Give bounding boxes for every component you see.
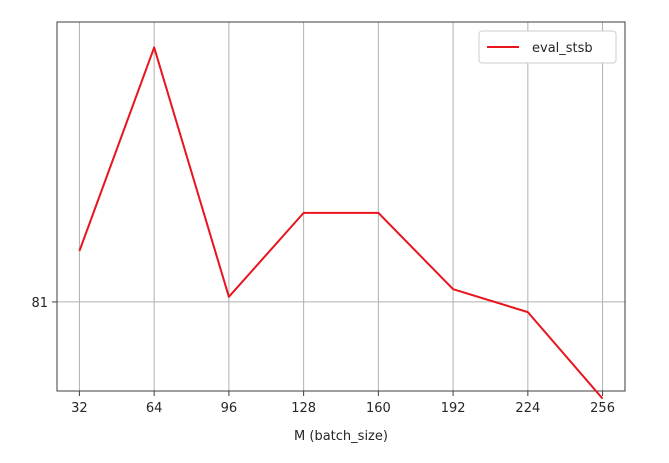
x-tick-label: 160 — [366, 401, 391, 416]
tick-layer: 32 64 96 128 160 192 224 256 81 — [31, 296, 615, 416]
x-tick-label: 32 — [71, 401, 88, 416]
x-tick-label: 256 — [590, 401, 615, 416]
x-tick-label: 192 — [441, 401, 466, 416]
x-axis-label: M (batch_size) — [294, 429, 388, 444]
y-tick-label: 81 — [31, 296, 48, 311]
series-line-eval-stsb — [78, 46, 604, 400]
x-tick-label: 96 — [221, 401, 238, 416]
x-tick-label: 128 — [291, 401, 316, 416]
legend-label-eval-stsb: eval_stsb — [532, 41, 593, 56]
series-layer — [78, 46, 604, 400]
legend-box — [478, 30, 617, 64]
x-tick-label: 64 — [146, 401, 163, 416]
plot-frame — [56, 21, 626, 392]
legend: eval_stsb — [478, 30, 617, 64]
grid-layer — [57, 22, 625, 391]
x-tick-label: 224 — [515, 401, 540, 416]
